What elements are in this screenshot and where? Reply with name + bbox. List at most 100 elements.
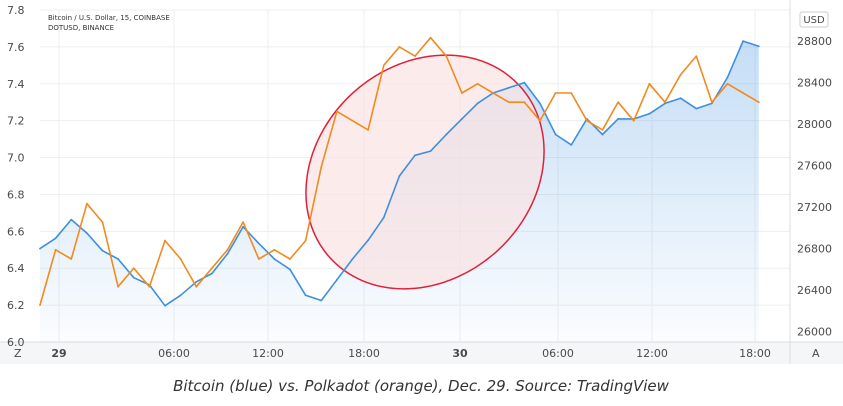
polkadot-point-5 (117, 285, 119, 288)
series-layer (39, 36, 760, 307)
polkadot-point-7 (148, 285, 151, 288)
currency-badge: USD (799, 11, 829, 28)
bitcoin-point-46 (757, 45, 760, 48)
polkadot-point-17 (304, 239, 307, 242)
left-tick-9: 7.8 (7, 4, 25, 17)
polkadot-point-14 (257, 258, 260, 260)
figure-caption: Bitcoin (blue) vs. Polkadot (orange), De… (173, 377, 670, 395)
right-tick-3: 27200 (797, 201, 832, 214)
annotation-layer (305, 54, 545, 290)
bitcoin-point-42 (695, 107, 698, 110)
bitcoin-point-34 (570, 144, 573, 146)
polkadot-point-22 (382, 64, 385, 67)
bitcoin-point-16 (289, 268, 291, 271)
polkadot-point-4 (101, 221, 104, 224)
polkadot-point-21 (367, 129, 369, 131)
polkadot-point-41 (679, 73, 682, 76)
polkadot-point-43 (711, 101, 713, 104)
polkadot-point-9 (179, 258, 182, 260)
bitcoin-point-2 (70, 218, 73, 221)
polkadot-point-44 (726, 82, 729, 85)
polkadot-point-32 (539, 119, 541, 122)
bitcoin-point-13 (242, 225, 245, 228)
right-tick-6: 28400 (797, 77, 832, 90)
polkadot-point-36 (601, 129, 604, 131)
polkadot-point-19 (336, 110, 338, 113)
x-tick-1: 06:00 (158, 347, 190, 360)
bitcoin-point-32 (539, 102, 541, 105)
left-tick-0: 6.0 (7, 336, 25, 349)
polkadot-point-23 (398, 46, 401, 48)
bitcoin-point-9 (179, 294, 182, 297)
left-axis-ticks: 6.0 6.2 6.4 6.6 6.8 7.0 7.2 7.4 7.6 7.8 (7, 4, 25, 349)
x-tick-2: 12:00 (252, 347, 284, 360)
x-tick-3: 18:00 (348, 347, 380, 360)
left-tick-5: 7.0 (7, 152, 25, 165)
polkadot-point-33 (554, 92, 557, 94)
polkadot-point-1 (54, 248, 57, 251)
right-tick-7: 28800 (797, 35, 832, 48)
bitcoin-point-18 (320, 299, 323, 302)
bitcoin-point-1 (54, 237, 57, 240)
bitcoin-point-10 (195, 280, 198, 283)
bitcoin-point-24 (414, 154, 416, 157)
left-tick-2: 6.4 (7, 262, 25, 275)
polkadot-point-28 (476, 82, 479, 85)
x-tick-6: 12:00 (636, 347, 668, 360)
right-tick-5: 28000 (797, 118, 832, 131)
x-tick-0: 29 (51, 347, 66, 360)
bitcoin-point-22 (382, 216, 385, 219)
polkadot-point-18 (320, 165, 323, 168)
bitcoin-point-33 (554, 133, 557, 136)
polkadot-point-12 (226, 248, 229, 251)
polkadot-point-27 (461, 92, 463, 94)
bitcoin-point-3 (86, 232, 88, 235)
left-tick-3: 6.6 (7, 225, 25, 238)
polkadot-point-30 (507, 101, 510, 104)
bitcoin-point-44 (726, 76, 729, 79)
usd-badge-label: USD (803, 15, 825, 26)
right-tick-0: 26000 (797, 326, 832, 339)
bitcoin-point-27 (461, 118, 463, 120)
left-tick-7: 7.4 (7, 78, 25, 91)
caption-layer: Bitcoin (blue) vs. Polkadot (orange), De… (173, 377, 670, 395)
highlight-ellipse (305, 54, 545, 290)
polkadot-point-3 (86, 202, 88, 205)
x-tick-7: 18:00 (739, 347, 771, 360)
right-tick-4: 27600 (797, 160, 832, 173)
bitcoin-point-19 (336, 278, 338, 281)
polkadot-point-34 (570, 92, 573, 94)
left-tick-8: 7.6 (7, 41, 25, 54)
left-tick-1: 6.2 (7, 299, 25, 312)
polkadot-point-39 (648, 82, 651, 85)
polkadot-point-40 (664, 101, 666, 104)
bitcoin-point-39 (648, 112, 651, 115)
bitcoin-point-25 (429, 150, 432, 153)
corner-button-a: A (812, 347, 820, 360)
polkadot-point-15 (273, 248, 276, 251)
polkadot-point-6 (132, 267, 135, 270)
bitcoin-point-30 (507, 86, 510, 89)
bitcoin-point-12 (226, 252, 229, 255)
polkadot-point-29 (492, 92, 494, 94)
polkadot-point-13 (242, 221, 245, 224)
right-tick-1: 26400 (797, 284, 832, 297)
right-axis-ticks: 26000 26400 26800 27200 27600 28000 28400 28800 (797, 35, 832, 339)
left-tick-6: 7.2 (7, 115, 25, 128)
bitcoin-point-15 (273, 258, 276, 260)
polkadot-point-42 (695, 55, 698, 57)
polkadot-point-26 (445, 55, 448, 57)
left-tick-4: 6.8 (7, 188, 25, 201)
polkadot-point-37 (617, 101, 619, 104)
polkadot-point-20 (351, 119, 354, 122)
polkadot-point-10 (195, 285, 198, 288)
corner-button-z: Z (14, 347, 22, 360)
polkadot-point-0 (39, 304, 41, 306)
bitcoin-point-37 (617, 118, 619, 120)
bitcoin-point-5 (117, 258, 119, 260)
bitcoin-point-8 (164, 304, 166, 307)
bitcoin-point-21 (367, 239, 369, 242)
polkadot-point-24 (414, 55, 416, 57)
bitcoin-point-20 (351, 258, 354, 260)
